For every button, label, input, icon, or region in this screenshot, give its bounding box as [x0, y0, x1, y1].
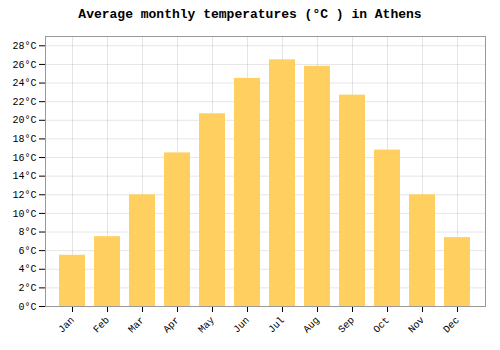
svg-text:28°C: 28°C: [12, 41, 36, 52]
svg-text:16°C: 16°C: [12, 153, 36, 164]
svg-text:4°C: 4°C: [18, 264, 36, 275]
svg-text:0°C: 0°C: [18, 302, 36, 313]
svg-text:10°C: 10°C: [12, 209, 36, 220]
html-text:Average monthly temperatures (: Average monthly temperatures (°C ) in At…: [78, 7, 422, 22]
svg-text:8°C: 8°C: [18, 227, 36, 238]
svg-text:24°C: 24°C: [12, 78, 36, 89]
svg-text:Mar: Mar: [126, 315, 147, 336]
svg-text:Jul: Jul: [266, 315, 287, 336]
svg-text:May: May: [196, 315, 217, 336]
svg-text:Dec: Dec: [441, 315, 462, 336]
svg-text:Apr: Apr: [161, 315, 182, 336]
svg-text:Nov: Nov: [406, 315, 427, 336]
svg-text:14°C: 14°C: [12, 171, 36, 182]
svg-text:26°C: 26°C: [12, 60, 36, 71]
svg-text:12°C: 12°C: [12, 190, 36, 201]
svg-text:Jan: Jan: [56, 315, 77, 336]
svg-text:18°C: 18°C: [12, 134, 36, 145]
svg-text:22°C: 22°C: [12, 97, 36, 108]
svg-text:20°C: 20°C: [12, 115, 36, 126]
svg-text:Aug: Aug: [301, 315, 322, 336]
svg-text:2°C: 2°C: [18, 283, 36, 294]
svg-text:Feb: Feb: [91, 315, 112, 336]
svg-text:Sep: Sep: [336, 315, 357, 336]
svg-text:Jun: Jun: [231, 315, 252, 336]
svg-text:Oct: Oct: [371, 315, 392, 336]
svg-text:6°C: 6°C: [18, 246, 36, 257]
